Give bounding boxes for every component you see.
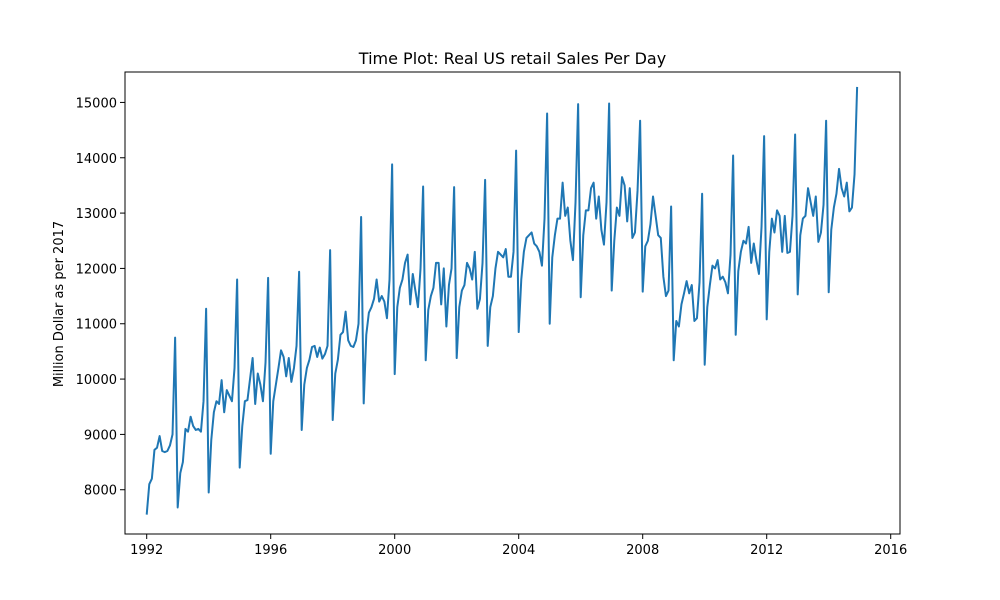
y-tick-label: 11000 bbox=[76, 318, 117, 333]
y-tick-label: 10000 bbox=[76, 373, 117, 388]
chart-title: Time Plot: Real US retail Sales Per Day bbox=[358, 49, 666, 68]
retail-sales-series-line bbox=[145, 86, 859, 515]
y-tick-label: 15000 bbox=[76, 96, 117, 111]
x-tick-label: 2012 bbox=[750, 543, 783, 558]
y-tick-label: 14000 bbox=[76, 152, 117, 167]
x-tick-label: 2016 bbox=[874, 543, 907, 558]
plot-area: 1992 1996 2000 2004 2008 2012 2016 8000 9000 1000… bbox=[76, 86, 907, 558]
x-tick-label: 2004 bbox=[502, 543, 535, 558]
y-tick-label: 13000 bbox=[76, 207, 117, 222]
x-tick-label: 2008 bbox=[626, 543, 659, 558]
y-axis-label: Million Dollar as per 2017 bbox=[52, 221, 67, 387]
x-tick-label: 1992 bbox=[130, 543, 163, 558]
y-tick-label: 9000 bbox=[84, 428, 117, 443]
y-tick-label: 12000 bbox=[76, 262, 117, 277]
y-tick-label: 8000 bbox=[84, 484, 117, 499]
plot-frame bbox=[124, 71, 901, 535]
x-tick-label: 1996 bbox=[254, 543, 287, 558]
x-tick-label: 2000 bbox=[378, 543, 411, 558]
